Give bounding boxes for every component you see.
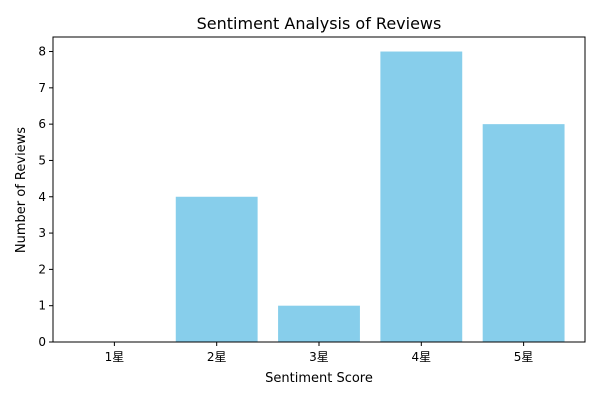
x-axis-label: Sentiment Score [265, 371, 373, 386]
y-tick-label: 5 [38, 153, 46, 167]
x-tick-label: 5星 [514, 350, 534, 364]
y-tick-label: 6 [38, 117, 46, 131]
x-tick-label: 4星 [411, 350, 431, 364]
bar-2 [175, 196, 258, 342]
bar-4 [380, 51, 463, 343]
y-tick-label: 7 [38, 81, 46, 95]
bars-layer [175, 51, 565, 343]
y-tick-label: 4 [38, 190, 46, 204]
y-tick-label: 8 [38, 45, 46, 59]
x-tick-label: 1星 [105, 350, 125, 364]
bar-3 [278, 305, 360, 342]
y-tick-label: 1 [38, 299, 46, 313]
x-tick-label: 3星 [309, 350, 329, 364]
y-tick-label: 3 [38, 226, 46, 240]
y-axis-label: Number of Reviews [14, 127, 29, 253]
ticks-layer: 0 1 2 3 4 5 6 7 8 1星 2星 3星 4星 5星 [38, 45, 533, 364]
y-tick-label: 0 [38, 335, 46, 349]
bar-5 [482, 124, 565, 343]
y-tick-label: 2 [38, 262, 46, 276]
chart-title: Sentiment Analysis of Reviews [197, 14, 442, 33]
x-tick-label: 2星 [207, 350, 227, 364]
